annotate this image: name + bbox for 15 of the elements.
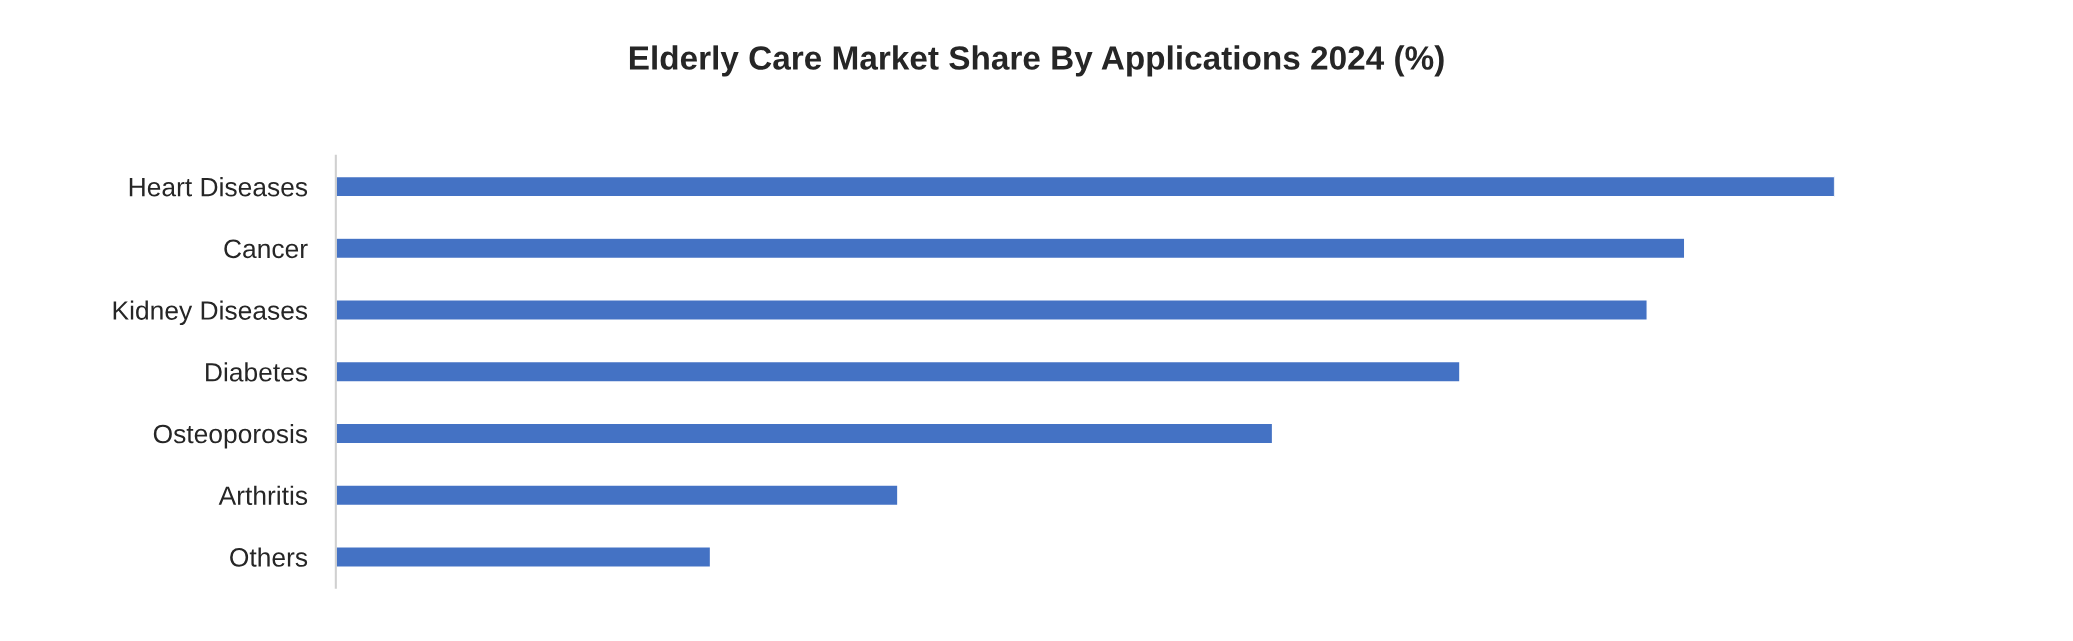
y-tick-label: Osteoporosis bbox=[153, 423, 308, 449]
bar bbox=[335, 546, 712, 568]
y-tick-label: Heart Diseases bbox=[129, 177, 308, 197]
bar bbox=[335, 422, 1274, 445]
y-tick-label: Diabetes bbox=[206, 362, 308, 382]
bar bbox=[335, 175, 1835, 198]
bar bbox=[335, 299, 1648, 321]
y-tick-label: Others bbox=[230, 547, 308, 567]
y-tick-label: Kidney Diseases bbox=[113, 300, 308, 326]
bar bbox=[335, 237, 1686, 260]
y-tick-label: Cancer bbox=[224, 239, 308, 259]
chart-title: Elderly Care Market Share By Applications 2024 (%) bbox=[629, 45, 1444, 77]
y-tick-label: Arthritis bbox=[218, 485, 308, 506]
bar bbox=[335, 360, 1461, 383]
bar bbox=[335, 484, 899, 507]
